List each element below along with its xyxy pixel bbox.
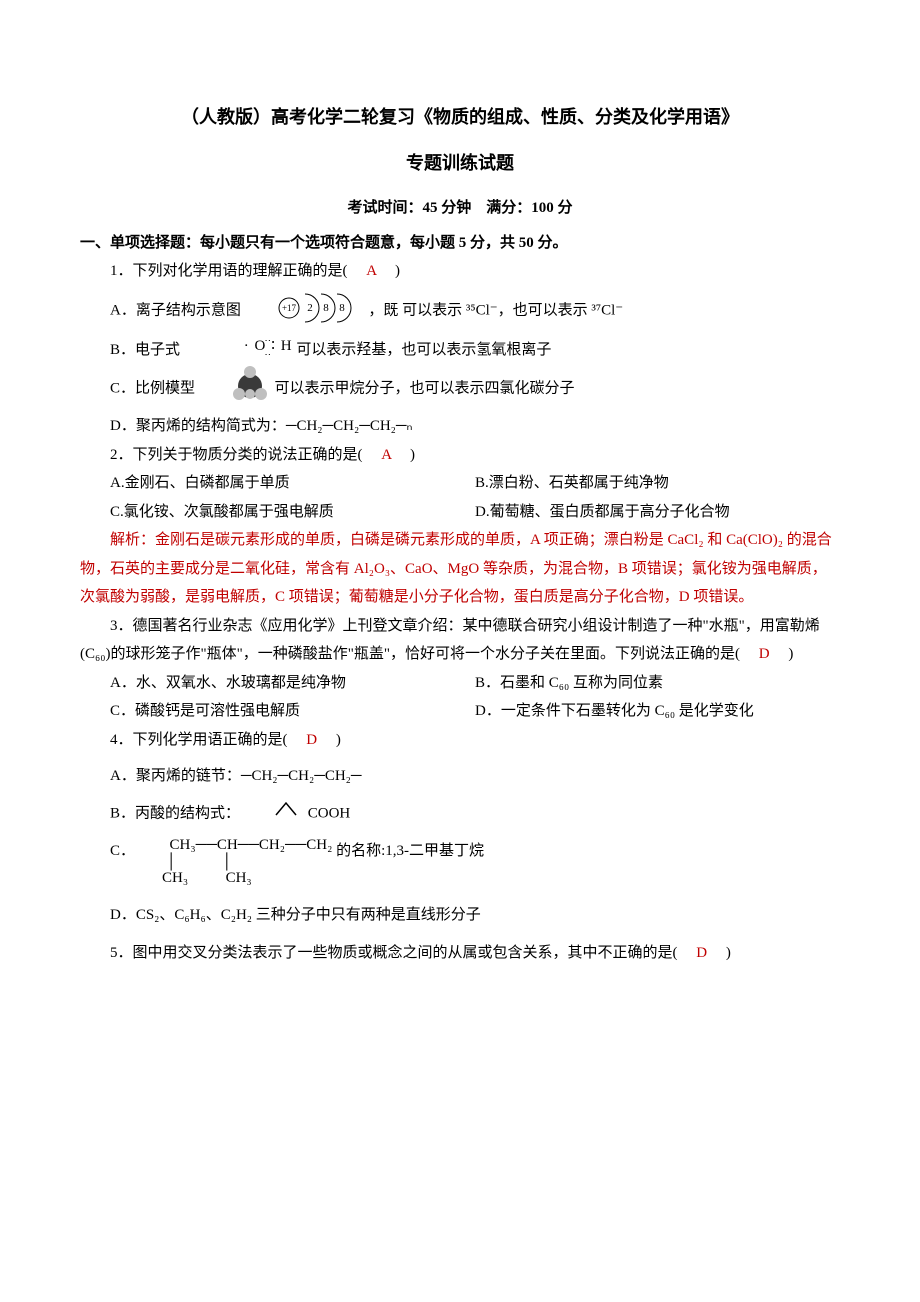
q5-answer: D [681,945,722,961]
q4-C-line3: CH₃ CH₃ [140,870,252,886]
ball-model-icon [199,366,271,413]
doc-title: （人教版）高考化学二轮复习《物质的组成、性质、分类及化学用语》 [80,100,840,134]
q5-stem-text: 5．图中用交叉分类法表示了一些物质或概念之间的从属或包含关系，其中不正确的是( [110,945,678,961]
ion-shell-2: 8 [323,302,329,314]
q1-B-post: 可以表示羟基，也可以表示氢氧根离子 [296,342,551,358]
q3-answer-letter: D [759,646,770,662]
bondline-icon [244,799,308,830]
doc-subtitle: 专题训练试题 [80,146,840,180]
q4-C-line2: │ │ [140,854,233,870]
q4-opt-C: C． CH₃──CH──CH₂──CH₂ │ │ CH₃ CH₃ 的名称:1,3-… [80,837,840,887]
q2-answer: A [366,447,406,463]
q5-tail: ) [726,945,731,961]
q1-stem: 1．下列对化学用语的理解正确的是( A ) [80,257,840,286]
q3-answer: D [744,646,785,662]
q4-C-line1: CH₃──CH──CH₂──CH₂ [170,837,333,853]
q3-opt-B: B．石墨和 C₆₀ 互称为同位素 [475,669,840,698]
q2-tail: ) [410,447,415,463]
q4-opt-B: B．丙酸的结构式： COOH [80,799,840,830]
ion-shell-1: 2 [307,302,313,314]
q1-opt-D: D．聚丙烯的结构简式为：─CH₂─CH₂─CH₂─ₙ [80,412,840,441]
q4-stem: 4．下列化学用语正确的是( D ) [80,726,840,755]
q3-stem: 3．德国著名行业杂志《应用化学》上刊登文章介绍：某中德联合研究小组设计制造了一种… [80,612,840,669]
q1-opt-A: A．离子结构示意图 +17 2 8 8 ，既 可以表示 ³⁵Cl⁻，也可以表示 … [80,286,840,337]
q4-opt-A: A．聚丙烯的链节：─CH₂─CH₂─CH₂─ [80,762,840,791]
q3-tail: ) [788,646,793,662]
q1-opt-C: C．比例模型 可以表示甲烷分子，也可以表示四氯化碳分子 [80,366,840,413]
q2-explain: 解析：金刚石是碳元素形成的单质，白磷是磷元素形成的单质，A 项正确；漂白粉是 C… [80,526,840,612]
exam-info: 考试时间：45 分钟 满分：100 分 [80,194,840,223]
section-heading: 一、单项选择题：每小题只有一个选项符合题意，每小题 5 分，共 50 分。 [80,229,840,258]
q2-opt-B: B.漂白粉、石英都属于纯净物 [475,469,840,498]
q4-answer-letter: D [306,732,317,748]
q4-opt-D: D．CS₂、C₆H₆、C₂H₂ 三种分子中只有两种是直线形分子 [80,901,840,930]
q1-A-post: ，既 可以表示 ³⁵Cl⁻，也可以表示 ³⁷Cl⁻ [368,303,623,319]
q4-C-post: 的名称:1,3-二甲基丁烷 [332,843,484,859]
q2-stem: 2．下列关于物质分类的说法正确的是( A ) [80,441,840,470]
q4-B-pre: B．丙酸的结构式： [110,805,240,821]
q5-answer-letter: D [696,945,707,961]
q2-opt-D: D.葡萄糖、蛋白质都属于高分子化合物 [475,498,840,527]
q4-B-tail: COOH [308,805,351,821]
q4-answer: D [291,732,332,748]
q3-stem-text: 3．德国著名行业杂志《应用化学》上刊登文章介绍：某中德联合研究小组设计制造了一种… [80,618,820,663]
q4-C-pre: C． [110,843,135,859]
q2-answer-letter: A [381,447,391,463]
q3-opt-A: A．水、双氧水、水玻璃都是纯净物 [110,669,475,698]
q1-C-pre: C．比例模型 [110,380,195,396]
q1-opt-B: B．电子式 ‥ · O ∶ H ‥ 可以表示羟基，也可以表示氢氧根离子 [80,336,840,365]
q2-opt-A: A.金刚石、白磷都属于单质 [110,469,475,498]
ion-structure-icon: +17 2 8 8 [245,286,365,337]
q2-stem-text: 2．下列关于物质分类的说法正确的是( [110,447,363,463]
q1-answer-letter: A [366,263,376,279]
q3-opt-D: D．一定条件下石墨转化为 C₆₀ 是化学变化 [475,697,840,726]
q1-C-post: 可以表示甲烷分子，也可以表示四氯化碳分子 [275,380,575,396]
q2-explain-text: 金刚石是碳元素形成的单质，白磷是磷元素形成的单质，A 项正确；漂白粉是 CaCl… [80,532,832,605]
electron-formula-icon: ‥ · O ∶ H ‥ [184,336,293,365]
ion-center-label: +17 [282,303,297,313]
q2-explain-label: 解析： [110,532,155,548]
q1-A-pre: A．离子结构示意图 [110,303,241,319]
ion-shell-3: 8 [339,302,345,314]
q1-B-pre: B．电子式 [110,342,180,358]
q1-answer: A [351,263,391,279]
q5-stem: 5．图中用交叉分类法表示了一些物质或概念之间的从属或包含关系，其中不正确的是( … [80,939,840,968]
q4-stem-text: 4．下列化学用语正确的是( [110,732,288,748]
q4-C-structure: CH₃──CH──CH₂──CH₂ │ │ CH₃ CH₃ [140,837,333,887]
q2-opt-C: C.氯化铵、次氯酸都属于强电解质 [110,498,475,527]
q3-opt-C: C．磷酸钙是可溶性强电解质 [110,697,475,726]
q1-stem-text: 1．下列对化学用语的理解正确的是( [110,263,348,279]
q4-tail: ) [336,732,341,748]
q1-tail: ) [395,263,400,279]
